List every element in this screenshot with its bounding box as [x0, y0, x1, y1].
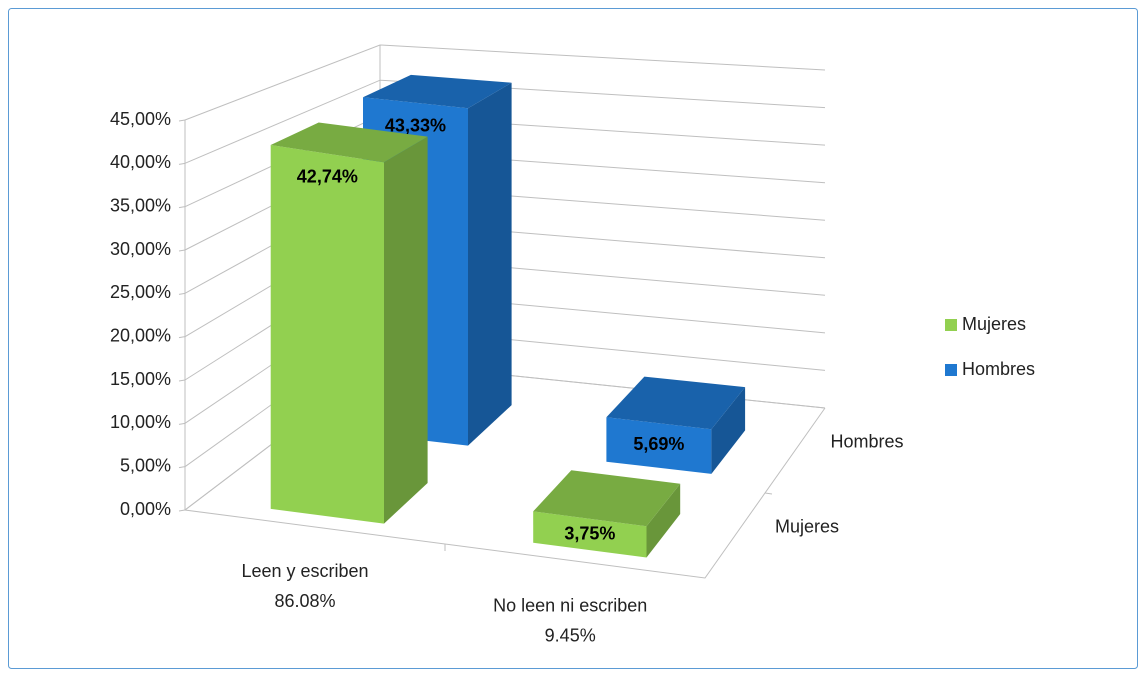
bar-top: [270, 122, 428, 163]
y-tick-mark: [178, 292, 186, 295]
y-tick-label: 35,00%: [110, 195, 171, 215]
value-label: 43,33%: [385, 115, 446, 135]
y-tick-mark: [178, 249, 186, 252]
bar-side: [646, 483, 681, 558]
y-tick-label: 25,00%: [110, 282, 171, 302]
bar-front: [533, 511, 647, 558]
legend-label: Mujeres: [962, 314, 1026, 334]
bar-front: [606, 417, 712, 474]
y-tick-label: 20,00%: [110, 325, 171, 345]
bar-side: [384, 136, 428, 524]
x-tick-label: Leen y escriben: [241, 561, 368, 581]
bar-front: [270, 145, 384, 524]
chart-frame: [8, 8, 1138, 669]
value-label: 42,74%: [297, 166, 358, 186]
bar-top: [363, 74, 512, 109]
y-tick-mark: [178, 206, 186, 209]
legend-label: Hombres: [962, 359, 1035, 379]
bar-side: [711, 387, 746, 474]
x-tick-label: 9.45%: [545, 625, 596, 645]
bar: [270, 122, 428, 524]
y-tick-mark: [178, 466, 186, 469]
z-tick-label: Hombres: [830, 431, 903, 451]
y-tick-label: 5,00%: [120, 455, 171, 475]
z-tick-mark: [764, 492, 773, 495]
x-tick-label: No leen ni escriben: [493, 595, 647, 615]
bar-side: [468, 82, 512, 446]
y-tick-label: 45,00%: [110, 109, 171, 129]
y-tick-label: 0,00%: [120, 499, 171, 519]
x-tick-label: 86.08%: [274, 591, 335, 611]
legend-swatch: [945, 319, 957, 331]
legend-swatch: [945, 364, 957, 376]
z-tick-label: Mujeres: [775, 516, 839, 536]
y-tick-mark: [178, 379, 186, 382]
bar: [533, 470, 681, 558]
y-tick-mark: [178, 162, 186, 165]
bar: [606, 376, 746, 474]
bar-top: [533, 470, 681, 527]
y-tick-label: 15,00%: [110, 369, 171, 389]
y-tick-label: 40,00%: [110, 152, 171, 172]
y-tick-label: 30,00%: [110, 239, 171, 259]
y-tick-mark: [178, 336, 186, 339]
y-tick-label: 10,00%: [110, 412, 171, 432]
y-tick-mark: [178, 119, 186, 122]
value-label: 3,75%: [564, 523, 615, 543]
y-tick-mark: [178, 509, 186, 512]
bar-top: [606, 376, 746, 430]
value-label: 5,69%: [633, 434, 684, 454]
y-tick-mark: [178, 422, 186, 425]
